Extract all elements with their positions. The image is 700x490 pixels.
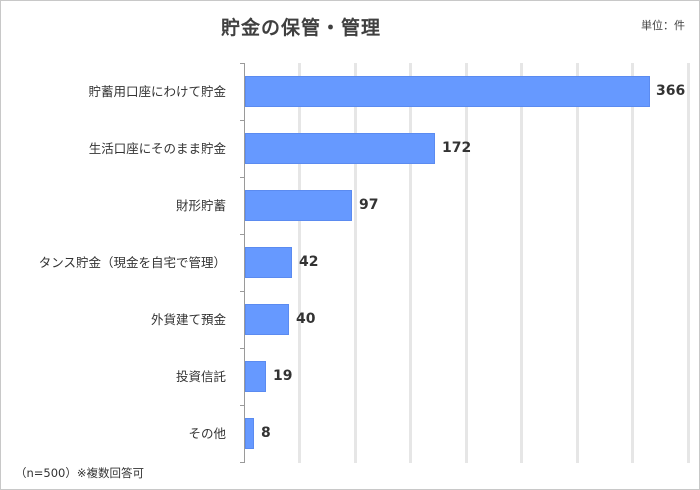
data-label: 97 xyxy=(359,197,379,213)
axis-tick xyxy=(240,177,244,178)
category-label: タンス貯金（現金を自宅で管理） xyxy=(38,255,226,270)
category-label: 財形貯蓄 xyxy=(175,198,226,213)
category-label: 生活口座にそのまま貯金 xyxy=(88,141,226,156)
gridline xyxy=(465,63,468,463)
gridline xyxy=(687,63,690,463)
footnote: （n=500）※複数回答可 xyxy=(15,466,145,480)
category-label: 投資信託 xyxy=(175,369,226,384)
plot-area: 貯蓄用口座にわけて貯金 366 生活口座にそのまま貯金 172 財形貯蓄 97 … xyxy=(39,63,694,463)
category-label: 貯蓄用口座にわけて貯金 xyxy=(88,84,226,99)
data-label: 172 xyxy=(442,140,472,156)
gridline xyxy=(409,63,412,463)
category-axis xyxy=(244,63,245,463)
bar xyxy=(245,361,266,392)
bar xyxy=(245,190,352,221)
axis-tick xyxy=(240,348,244,349)
gridline xyxy=(298,63,301,463)
axis-tick xyxy=(240,462,244,463)
data-label: 42 xyxy=(299,254,319,270)
data-label: 366 xyxy=(656,83,686,99)
chart-title: 貯金の保管・管理 xyxy=(220,17,381,39)
axis-tick xyxy=(240,234,244,235)
category-label: その他 xyxy=(188,426,226,441)
gridline xyxy=(354,63,357,463)
gridline xyxy=(576,63,579,463)
axis-tick xyxy=(240,291,244,292)
data-label: 8 xyxy=(261,425,271,441)
unit-label: 単位：件 xyxy=(641,19,685,32)
axis-tick xyxy=(240,405,244,406)
bar xyxy=(245,304,289,335)
bar xyxy=(245,418,254,449)
axis-tick xyxy=(240,63,244,64)
data-label: 40 xyxy=(296,311,316,327)
data-label: 19 xyxy=(273,368,293,384)
bar xyxy=(245,76,650,107)
gridline xyxy=(631,63,634,463)
bar xyxy=(245,133,435,164)
axis-tick xyxy=(240,120,244,121)
bar xyxy=(245,247,292,278)
category-label: 外貨建て預金 xyxy=(150,312,226,327)
gridline xyxy=(520,63,523,463)
